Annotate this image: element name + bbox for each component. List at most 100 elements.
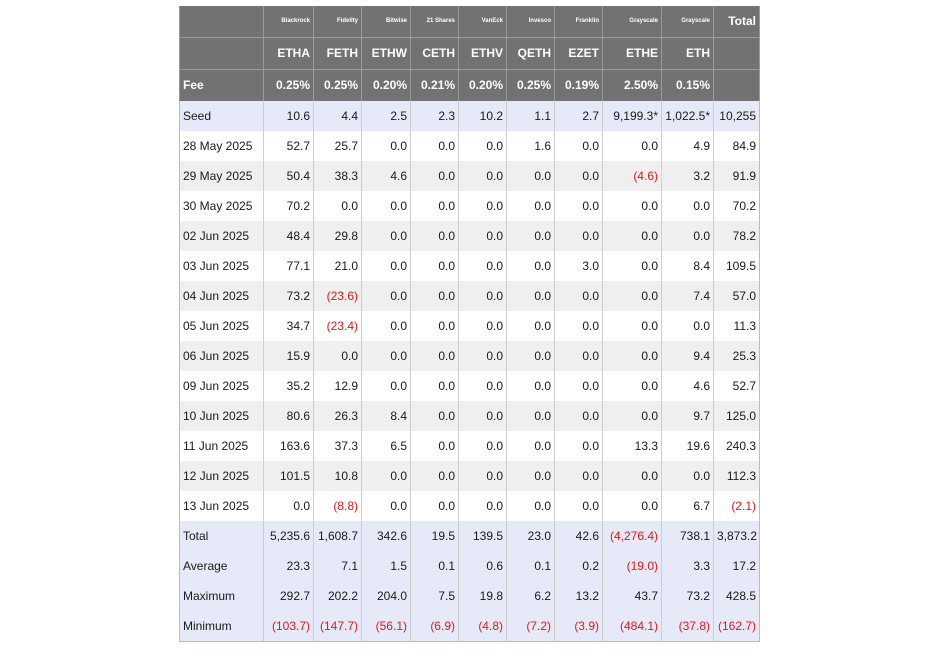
row-label: Seed	[179, 101, 264, 131]
row-label: 13 Jun 2025	[179, 491, 264, 521]
flow-cell: 0.0	[554, 311, 603, 341]
flow-cell: (23.6)	[313, 281, 362, 311]
flow-cell: 0.0	[410, 341, 459, 371]
flow-cell: 0.0	[602, 491, 662, 521]
flow-cell: 0.0	[661, 311, 714, 341]
table-row: 12 Jun 2025 101.5 10.8 0.0 0.0 0.0 0.0 0.0 0.0 0.…	[179, 461, 760, 491]
flow-cell: 0.0	[554, 401, 603, 431]
flow-cell: 204.0	[361, 581, 411, 611]
table-row: Minimum (103.7) (147.7) (56.1) (6.9) (4.8) (7.…	[179, 611, 760, 642]
etf-flow-table: Blackrock Fidelity Bitwise 21 Shares Van…	[179, 6, 760, 642]
flow-cell: 0.0	[554, 431, 603, 461]
fee-cell: 0.15%	[661, 69, 714, 101]
flow-cell: 0.0	[554, 281, 603, 311]
flow-cell: 0.0	[361, 131, 411, 161]
row-label: 10 Jun 2025	[179, 401, 264, 431]
flow-cell: (7.2)	[506, 611, 555, 642]
table-row: 10 Jun 2025 80.6 26.3 8.4 0.0 0.0 0.0 0.0 0.0 9.7…	[179, 401, 760, 431]
flow-cell: 7.4	[661, 281, 714, 311]
flow-cell: 43.7	[602, 581, 662, 611]
row-total-cell: (2.1)	[713, 491, 760, 521]
flow-cell: 13.2	[554, 581, 603, 611]
row-label: Maximum	[179, 581, 264, 611]
flow-cell: 7.1	[313, 551, 362, 581]
flow-cell: (23.4)	[313, 311, 362, 341]
flow-cell: (3.9)	[554, 611, 603, 642]
flow-cell: 0.0	[506, 311, 555, 341]
fee-cell: 0.20%	[458, 69, 507, 101]
issuer-header-row: Blackrock Fidelity Bitwise 21 Shares Van…	[179, 6, 760, 37]
table-row: 13 Jun 2025 0.0 (8.8) 0.0 0.0 0.0 0.0 0.0 0.0 6.7…	[179, 491, 760, 521]
flow-cell: 0.0	[458, 311, 507, 341]
flow-cell: 0.0	[458, 491, 507, 521]
flow-cell: 0.0	[263, 491, 314, 521]
flow-cell: 0.0	[410, 461, 459, 491]
row-label: 12 Jun 2025	[179, 461, 264, 491]
ticker-header: EZET	[554, 37, 603, 69]
flow-cell: 1,022.5*	[661, 101, 714, 131]
ticker-header: FETH	[313, 37, 362, 69]
row-total-cell: 91.9	[713, 161, 760, 191]
fee-row: Fee 0.25% 0.25% 0.20% 0.21% 0.20% 0.25% …	[179, 69, 760, 101]
flow-cell: (37.8)	[661, 611, 714, 642]
flow-cell: 0.0	[410, 131, 459, 161]
flow-cell: 5,235.6	[263, 521, 314, 551]
flow-cell: 4.6	[661, 371, 714, 401]
table-row: 30 May 2025 70.2 0.0 0.0 0.0 0.0 0.0 0.0 0.0 0.0 7…	[179, 191, 760, 221]
flow-cell: 0.0	[410, 401, 459, 431]
flow-cell: 0.0	[458, 161, 507, 191]
flow-cell: 0.0	[410, 221, 459, 251]
flow-cell: 9.4	[661, 341, 714, 371]
row-total-cell: (162.7)	[713, 611, 760, 642]
flow-cell: 0.0	[361, 341, 411, 371]
flow-cell: 3.2	[661, 161, 714, 191]
flow-cell: 0.0	[602, 251, 662, 281]
flow-cell: 23.3	[263, 551, 314, 581]
flow-cell: 0.0	[458, 371, 507, 401]
flow-cell: 0.0	[361, 251, 411, 281]
ticker-header: CETH	[410, 37, 459, 69]
flow-cell: 0.0	[506, 431, 555, 461]
issuer-header: Grayscale	[661, 6, 714, 37]
flow-cell: 26.3	[313, 401, 362, 431]
table-row: 02 Jun 2025 48.4 29.8 0.0 0.0 0.0 0.0 0.0 0.0 0.0…	[179, 221, 760, 251]
row-label: Minimum	[179, 611, 264, 642]
row-total-cell: 109.5	[713, 251, 760, 281]
flow-cell: 0.0	[410, 281, 459, 311]
flow-cell: 0.0	[361, 461, 411, 491]
flow-cell: 0.0	[506, 401, 555, 431]
flow-cell: 77.1	[263, 251, 314, 281]
issuer-header: 21 Shares	[410, 6, 459, 37]
flow-cell: 0.0	[458, 341, 507, 371]
flow-cell: 0.0	[661, 191, 714, 221]
flow-cell: 0.0	[410, 431, 459, 461]
flow-cell: (56.1)	[361, 611, 411, 642]
flow-cell: 0.0	[554, 371, 603, 401]
flow-cell: 7.5	[410, 581, 459, 611]
fee-cell: 2.50%	[602, 69, 662, 101]
row-total-cell: 10,255	[713, 101, 760, 131]
flow-cell: 1.5	[361, 551, 411, 581]
table-row: 05 Jun 2025 34.7 (23.4) 0.0 0.0 0.0 0.0 0.0 0.0 0…	[179, 311, 760, 341]
flow-cell: 15.9	[263, 341, 314, 371]
flow-cell: 0.0	[661, 221, 714, 251]
flow-cell: 0.2	[554, 551, 603, 581]
flow-cell: 52.7	[263, 131, 314, 161]
row-total-cell: 84.9	[713, 131, 760, 161]
flow-cell: 13.3	[602, 431, 662, 461]
flow-cell: 0.0	[410, 251, 459, 281]
flow-cell: 1,608.7	[313, 521, 362, 551]
table-row: Maximum 292.7 202.2 204.0 7.5 19.8 6.2 13.2 43.7…	[179, 581, 760, 611]
flow-cell: 0.0	[506, 281, 555, 311]
flow-cell: 10.8	[313, 461, 362, 491]
row-total-cell: 25.3	[713, 341, 760, 371]
flow-cell: (4.8)	[458, 611, 507, 642]
flow-cell: 0.0	[458, 401, 507, 431]
flow-cell: (4,276.4)	[602, 521, 662, 551]
flow-cell: (484.1)	[602, 611, 662, 642]
fee-cell: 0.19%	[554, 69, 603, 101]
issuer-header-blank	[179, 6, 264, 37]
table-row: 06 Jun 2025 15.9 0.0 0.0 0.0 0.0 0.0 0.0 0.0 9.4 2…	[179, 341, 760, 371]
row-label: 02 Jun 2025	[179, 221, 264, 251]
flow-cell: 0.0	[554, 191, 603, 221]
